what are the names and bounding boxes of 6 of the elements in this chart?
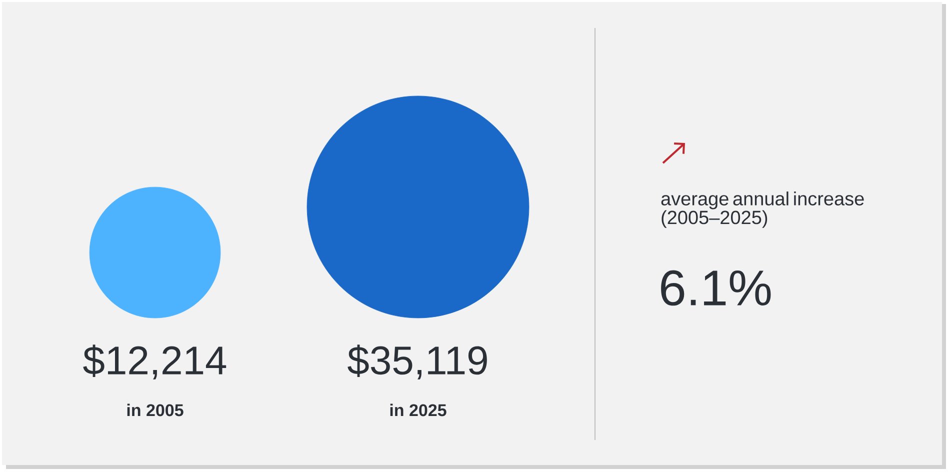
text: average annual increase (2005–2025) (661, 192, 864, 228)
category-label: in 2005 (127, 404, 184, 416)
data-label: $12,214 (83, 344, 226, 380)
category-label: in 2025 (390, 404, 446, 416)
data-label: $35,119 (348, 344, 487, 380)
text: 6.1% (661, 270, 771, 306)
